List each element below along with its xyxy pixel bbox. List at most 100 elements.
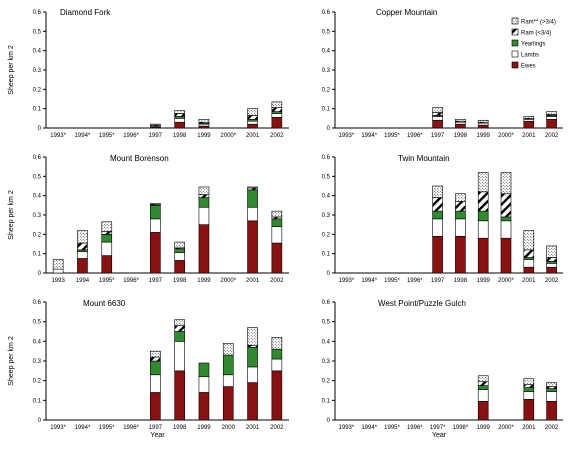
bar-ram-3-4: [174, 325, 185, 332]
bar-ram-3-4: [150, 350, 161, 358]
x-tick-label: 1998: [173, 133, 187, 139]
bar-lambs: [271, 226, 283, 244]
x-tick-label: 2000: [222, 425, 236, 431]
bar-ram-3-4: [432, 112, 443, 116]
bar-ram-3-4: [271, 210, 283, 218]
bar-ewes: [523, 399, 535, 421]
bar-ram-3-4: [500, 193, 512, 218]
bar-ram-3-4: [523, 384, 535, 388]
bar-ewes: [455, 235, 466, 274]
x-tick-label: 1997*: [430, 425, 446, 431]
y-tick-label: 0.4: [322, 339, 331, 345]
bar-ewes: [523, 266, 535, 274]
y-tick-label: 0.2: [322, 379, 331, 385]
bar-lambs: [523, 391, 535, 400]
bar-yearlings: [271, 218, 283, 227]
bar-ewes: [271, 242, 283, 274]
y-tick-label: 0.4: [33, 339, 42, 345]
bar-ram-3-4: [455, 193, 466, 202]
y-tick-label: 0.1: [33, 398, 42, 404]
x-tick-label: 2002: [270, 278, 284, 284]
x-tick-label: 1998: [173, 425, 187, 431]
legend-label: Lambs: [521, 53, 539, 59]
x-tick-label: 1994*: [75, 425, 91, 431]
bar-ewes: [247, 123, 258, 129]
bar-ram-3-4: [477, 119, 489, 123]
y-tick-label: 0.1: [322, 107, 331, 113]
x-tick-label: 2002: [270, 425, 284, 431]
x-tick-label: 2000*: [220, 133, 236, 139]
legend-label: Ram** (>3/4): [521, 20, 556, 26]
bar-ram-3-4: [432, 197, 443, 212]
y-tick-label: 0.4: [33, 194, 42, 200]
x-tick-label: 1999: [197, 278, 211, 284]
y-tick-label: 0.2: [33, 379, 42, 385]
bar-ram-3-4: [150, 123, 161, 126]
x-tick-label: 1999: [477, 133, 491, 139]
bar-lambs: [455, 218, 466, 237]
bar-yearlings: [477, 210, 489, 222]
y-tick-label: 0.5: [33, 320, 42, 326]
bar-yearlings: [198, 197, 210, 208]
x-tick-label: 1998: [454, 278, 468, 284]
y-tick-label: 0.4: [322, 194, 331, 200]
chart-title: Mount 6630: [83, 299, 126, 308]
bar-lambs: [477, 220, 489, 239]
y-tick-label: 0.6: [322, 10, 331, 16]
y-tick-label: 0: [327, 126, 331, 132]
legend-swatch-ram-3-4: [511, 28, 519, 36]
chart-panel-diamond-fork: 0 0.1 0.2 0.3 0.4 0.5 0.6 1993* 1994* 1995* 1996* 1…: [8, 8, 289, 139]
bar-ram-3-4: [546, 386, 557, 389]
bar-ram-3-4: [52, 259, 64, 270]
x-tick-label: 2000*: [498, 425, 514, 431]
y-tick-label: 0.5: [33, 29, 42, 35]
bar-ram-3-4: [477, 172, 489, 193]
x-tick-label: 1995*: [99, 133, 115, 139]
x-tick-label: 1993*: [50, 133, 66, 139]
bar-lambs: [500, 220, 512, 239]
y-axis-title: Sheep per km 2: [8, 190, 15, 240]
bar-lambs: [77, 251, 88, 259]
x-tick-label: 1995*: [99, 278, 115, 284]
bar-ram-3-4: [271, 101, 283, 109]
bar-ram-3-4: [247, 108, 258, 116]
x-tick-label: 1995*: [384, 425, 400, 431]
bar-ewes: [174, 370, 185, 421]
bar-ram-3-4: [247, 186, 258, 189]
y-tick-label: 0: [38, 418, 42, 424]
x-tick-label: 2000*: [498, 278, 514, 284]
bar-ram-3-4: [477, 375, 489, 382]
y-tick-label: 0.5: [322, 174, 331, 180]
bar-ram-3-4: [455, 119, 466, 122]
y-tick-label: 0.6: [33, 155, 42, 161]
bar-ram-3-4: [222, 342, 234, 356]
bar-ewes: [500, 237, 512, 274]
bar-ram-3-4: [523, 230, 535, 251]
bar-ram-3-4: [101, 221, 113, 232]
bar-lambs: [523, 259, 535, 268]
bar-ewes: [432, 235, 443, 274]
bar-ram-3-4: [477, 191, 489, 212]
bar-yearlings: [432, 210, 443, 220]
legend: Ram** (>3/4) Ram (<3/4) Yearlings Lambs Ewes: [511, 17, 556, 70]
bar-ram-3-4: [198, 119, 210, 123]
y-tick-label: 0.1: [33, 252, 42, 258]
bar-ram-3-4: [432, 185, 443, 198]
bar-yearlings: [247, 346, 258, 368]
legend-swatch-ewes: [511, 61, 519, 69]
bar-ram-3-4: [150, 356, 161, 362]
y-tick-label: 0: [327, 418, 331, 424]
bar-yearlings: [271, 348, 283, 360]
x-tick-label: 1998: [454, 133, 468, 139]
bar-ewes: [271, 117, 283, 129]
bar-ram-3-4: [523, 378, 535, 385]
x-axis-title: Year: [432, 432, 447, 439]
chart-title: Diamond Fork: [60, 8, 111, 17]
bar-yearlings: [198, 362, 210, 378]
bar-lambs: [271, 113, 283, 118]
y-tick-label: 0.3: [33, 359, 42, 365]
x-tick-label: 1993: [51, 278, 65, 284]
x-tick-label: 1998*: [453, 425, 469, 431]
y-tick-label: 0.3: [322, 359, 331, 365]
x-tick-label: 1997: [149, 425, 163, 431]
